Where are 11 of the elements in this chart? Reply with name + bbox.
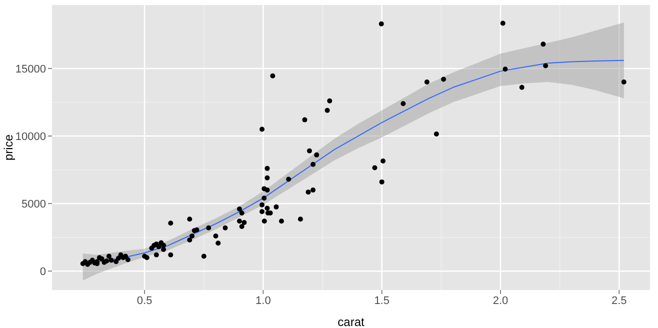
y-tick-label: 10000 [15,130,46,143]
x-tick-label: 1.0 [256,294,271,307]
x-tick-label: 2.0 [492,294,508,307]
x-axis-title: carat [338,315,365,328]
y-tick-label: 0 [40,266,46,278]
y-tick-label: 5000 [22,198,46,210]
x-tick-label: 1.5 [374,294,390,307]
y-axis-title: price [1,134,16,161]
x-tick-label: 0.5 [136,294,152,307]
x-tick-label: 2.5 [612,294,627,307]
y-tick-label: 15000 [15,63,46,76]
